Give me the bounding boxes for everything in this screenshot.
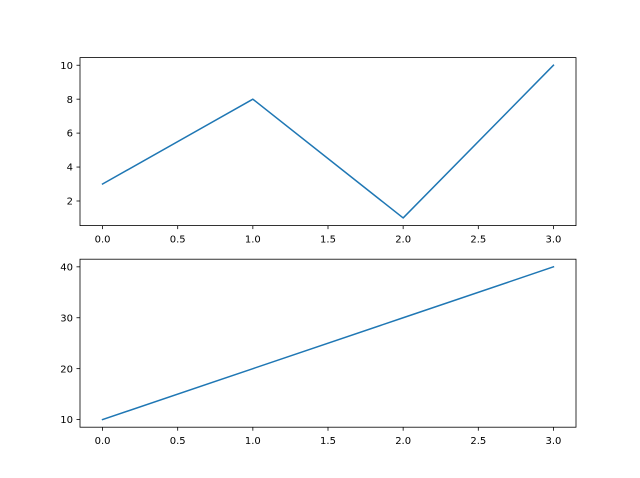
top-subplot: 0.0 0.5 1.0 1.5 2.0 2.5 3.0 2 4 6 8 10 xyxy=(60,57,577,246)
y-tick-label: 10 xyxy=(60,415,73,426)
x-tick-label: 1.5 xyxy=(320,436,336,447)
axes-frame xyxy=(79,57,577,226)
y-tick-label: 20 xyxy=(60,364,73,375)
y-tick-label: 10 xyxy=(60,61,73,72)
x-tick-label: 2.5 xyxy=(470,436,486,447)
y-tick-label: 2 xyxy=(67,197,73,208)
x-tick-label: 2.0 xyxy=(395,436,411,447)
x-tick-label: 0.0 xyxy=(95,235,111,246)
x-tick-label: 0.5 xyxy=(170,235,186,246)
x-tick-label: 0.0 xyxy=(95,436,111,447)
x-tick-label: 2.5 xyxy=(470,235,486,246)
y-tick-label: 6 xyxy=(67,129,73,140)
bottom-subplot: 0.0 0.5 1.0 1.5 2.0 2.5 3.0 10 20 30 40 xyxy=(60,258,577,447)
x-tick-label: 1.0 xyxy=(245,436,261,447)
x-tick-label: 1.0 xyxy=(245,235,261,246)
y-tick-label: 30 xyxy=(60,313,73,324)
x-tick-label: 0.5 xyxy=(170,436,186,447)
x-tick-label: 3.0 xyxy=(546,436,562,447)
series-line xyxy=(101,64,555,219)
y-tick-label: 40 xyxy=(60,262,73,273)
y-tick-label: 8 xyxy=(67,95,73,106)
x-tick-label: 3.0 xyxy=(546,235,562,246)
x-tick-label: 1.5 xyxy=(320,235,336,246)
y-tick-label: 4 xyxy=(67,163,73,174)
x-tick-label: 2.0 xyxy=(395,235,411,246)
series-line xyxy=(101,265,555,421)
